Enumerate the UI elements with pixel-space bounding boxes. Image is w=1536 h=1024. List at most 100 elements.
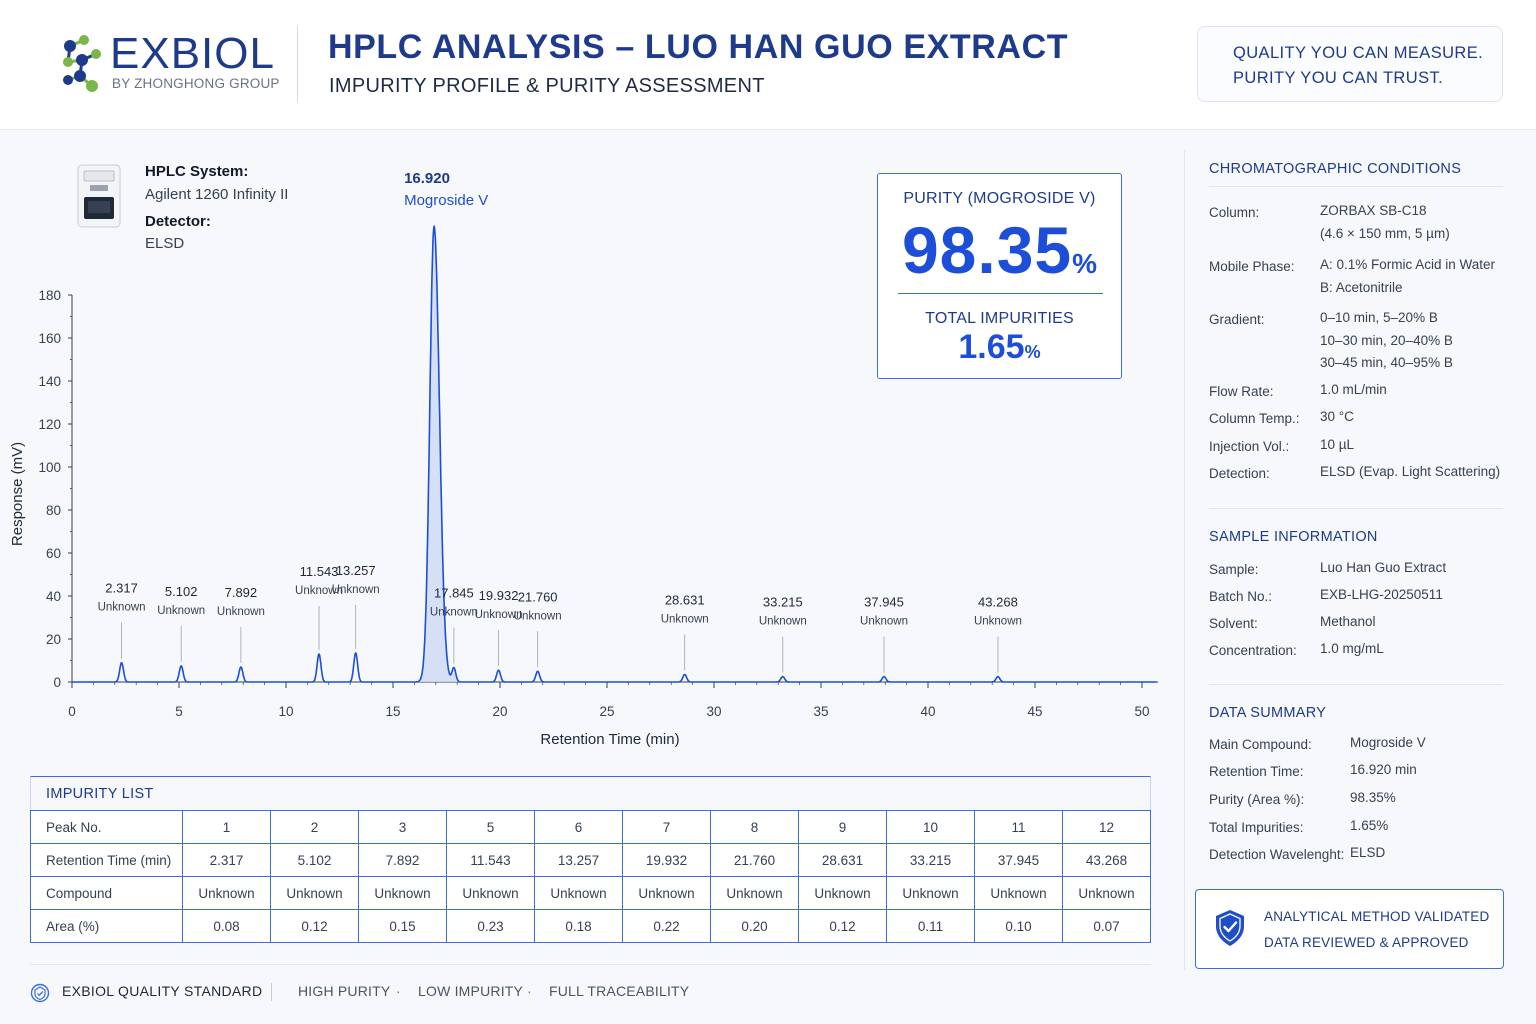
total-impurities-key: Total Impurities: bbox=[1209, 820, 1304, 835]
y-tick-label: 140 bbox=[38, 374, 61, 389]
footer-separator: · bbox=[396, 983, 401, 999]
column-value-line: (4.6 × 150 mm, 5 µm) bbox=[1320, 225, 1450, 241]
gradient-line: 0–10 min, 5–20% B bbox=[1320, 310, 1438, 325]
peak-rt-label: 13.257 bbox=[336, 563, 376, 578]
x-tick-label: 20 bbox=[492, 704, 507, 719]
peak-rt-label: 37.945 bbox=[864, 595, 904, 610]
batch-value: EXB-LHG-20250511 bbox=[1320, 587, 1443, 602]
main-peak-name-label: Mogroside V bbox=[404, 192, 488, 209]
peak-rt-label: 43.268 bbox=[978, 595, 1018, 610]
tagline-line-1: QUALITY YOU CAN MEASURE. bbox=[1233, 44, 1484, 62]
table-cell: 13.257 bbox=[534, 843, 623, 877]
table-cell: 7 bbox=[622, 810, 711, 844]
table-cell: 0.15 bbox=[358, 909, 447, 943]
peak-name-label: Unknown bbox=[98, 602, 146, 614]
table-cell: 43.268 bbox=[1062, 843, 1151, 877]
gradient-key: Gradient: bbox=[1209, 312, 1265, 327]
y-tick-label: 100 bbox=[38, 460, 61, 475]
main-peak-fill bbox=[408, 226, 469, 682]
concentration-value: 1.0 mg/mL bbox=[1320, 641, 1384, 656]
peak-rt-label: 19.932 bbox=[479, 588, 519, 603]
gradient-value: 0–10 min, 5–20% B 10–30 min, 20–40% B 30–4… bbox=[1320, 307, 1453, 375]
section-divider bbox=[1209, 684, 1503, 685]
y-tick-label: 160 bbox=[38, 331, 61, 346]
purity-unit: % bbox=[1072, 248, 1098, 279]
mobile-phase-line: A: 0.1% Formic Acid in Water bbox=[1320, 257, 1496, 272]
peak-name-label: Unknown bbox=[860, 616, 908, 628]
x-tick-label: 5 bbox=[175, 704, 183, 719]
table-cell: 37.945 bbox=[974, 843, 1063, 877]
tagline-line-2: PURITY YOU CAN TRUST. bbox=[1233, 69, 1444, 87]
injection-vol-key: Injection Vol.: bbox=[1209, 439, 1290, 454]
peak-name-label: Unknown bbox=[759, 616, 807, 628]
column-value: ZORBAX SB-C18 (4.6 × 150 mm, 5 µm) bbox=[1320, 200, 1450, 245]
x-tick-label: 15 bbox=[385, 704, 400, 719]
table-cell: 7.892 bbox=[358, 843, 447, 877]
table-cell: Unknown bbox=[974, 876, 1063, 910]
logo-subtitle: BY ZHONGHONG GROUP bbox=[112, 76, 280, 91]
peak-rt-label: 33.215 bbox=[763, 595, 803, 610]
row-header: Area (%) bbox=[30, 909, 183, 943]
footer-item-low-impurity: LOW IMPURITY bbox=[418, 983, 524, 999]
peak-name-label: Unknown bbox=[295, 585, 343, 597]
table-cell: Unknown bbox=[182, 876, 271, 910]
peak-name-label: Unknown bbox=[217, 606, 265, 618]
footer-item-high-purity: HIGH PURITY bbox=[298, 983, 391, 999]
flow-rate-key: Flow Rate: bbox=[1209, 384, 1274, 399]
injection-vol-value: 10 µL bbox=[1320, 437, 1355, 452]
peak-rt-label: 2.317 bbox=[105, 581, 138, 596]
x-tick-label: 25 bbox=[599, 704, 614, 719]
section-divider bbox=[1209, 186, 1503, 187]
x-tick-label: 10 bbox=[278, 704, 293, 719]
y-tick-label: 80 bbox=[46, 503, 61, 518]
table-cell: 19.932 bbox=[622, 843, 711, 877]
peak-name-label: Unknown bbox=[157, 605, 205, 617]
table-cell: 0.11 bbox=[886, 909, 975, 943]
validation-badge: ANALYTICAL METHOD VALIDATED DATA REVIEWE… bbox=[1195, 889, 1504, 969]
peak-rt-label: 11.543 bbox=[300, 564, 339, 579]
detector-value: ELSD bbox=[145, 235, 185, 252]
y-tick-label: 60 bbox=[46, 546, 61, 561]
impurities-unit: % bbox=[1024, 342, 1041, 362]
table-cell: 1 bbox=[182, 810, 271, 844]
section-divider bbox=[1209, 508, 1503, 509]
table-cell: Unknown bbox=[446, 876, 535, 910]
page-subtitle: IMPURITY PROFILE & PURITY ASSESSMENT bbox=[329, 75, 765, 97]
purity-label: PURITY (MOGROSIDE V) bbox=[903, 190, 1096, 207]
table-cell: Unknown bbox=[270, 876, 359, 910]
sidebar-divider bbox=[1184, 150, 1185, 970]
table-cell: 3 bbox=[358, 810, 447, 844]
table-cell: 21.760 bbox=[710, 843, 799, 877]
table-cell: Unknown bbox=[1062, 876, 1151, 910]
footer-divider-bar bbox=[271, 983, 272, 1001]
impurity-list-title: IMPURITY LIST bbox=[46, 786, 154, 802]
table-cell: 12 bbox=[1062, 810, 1151, 844]
mobile-phase-line: B: Acetonitrile bbox=[1320, 279, 1403, 295]
table-cell: 0.22 bbox=[622, 909, 711, 943]
detection-value: ELSD (Evap. Light Scattering) bbox=[1320, 464, 1501, 479]
footer-standard: EXBIOL QUALITY STANDARD bbox=[62, 983, 263, 999]
validation-line-2: DATA REVIEWED & APPROVED bbox=[1264, 935, 1469, 950]
y-tick-label: 20 bbox=[46, 632, 61, 647]
table-cell: 0.18 bbox=[534, 909, 623, 943]
table-cell: 0.10 bbox=[974, 909, 1063, 943]
batch-key: Batch No.: bbox=[1209, 589, 1273, 604]
y-axis-label: Response (mV) bbox=[9, 442, 26, 546]
table-cell: 5 bbox=[446, 810, 535, 844]
impurities-number: 1.65 bbox=[958, 328, 1025, 366]
chromatogram-trace bbox=[71, 225, 1157, 683]
y-tick-label: 0 bbox=[53, 675, 61, 690]
table-cell: Unknown bbox=[358, 876, 447, 910]
sample-value: Luo Han Guo Extract bbox=[1320, 560, 1447, 575]
detection-key: Detection: bbox=[1209, 466, 1270, 481]
shield-check-icon bbox=[1216, 910, 1244, 946]
table-cell: 6 bbox=[534, 810, 623, 844]
purity-area-key: Purity (Area %): bbox=[1209, 792, 1305, 807]
retention-time-value: 16.920 min bbox=[1350, 762, 1417, 777]
table-cell: 5.102 bbox=[270, 843, 359, 877]
x-tick-label: 45 bbox=[1027, 704, 1042, 719]
table-cell: 11.543 bbox=[446, 843, 535, 877]
footer-divider bbox=[30, 964, 1151, 965]
table-cell: 0.12 bbox=[270, 909, 359, 943]
impurity-table: Peak No. 1 2 3 5 6 7 8 9 10 11 12 Retent… bbox=[30, 810, 1151, 943]
